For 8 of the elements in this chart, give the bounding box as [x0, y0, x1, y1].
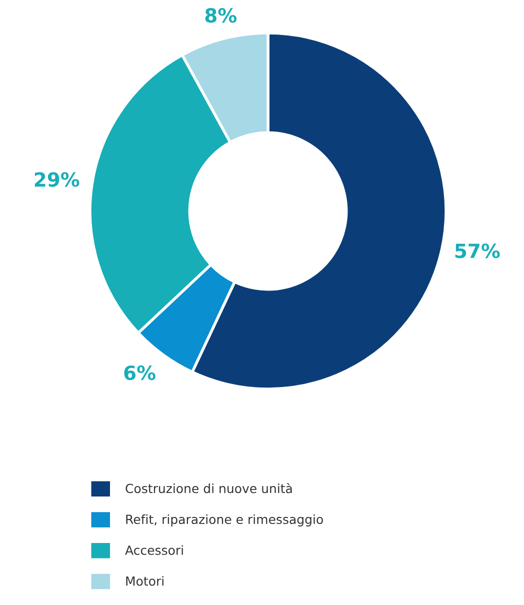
legend-label: Motori	[126, 576, 164, 586]
data-label: 57%	[455, 243, 500, 258]
data-label: 6%	[124, 365, 156, 380]
data-label: 29%	[34, 172, 80, 187]
legend-label: Accessori	[125, 545, 183, 555]
legend-label: Costruzione di nuove unità	[126, 483, 292, 494]
data-label: 8%	[205, 8, 237, 23]
legend-label: Refit, riparazione e rimessaggio	[126, 514, 323, 526]
